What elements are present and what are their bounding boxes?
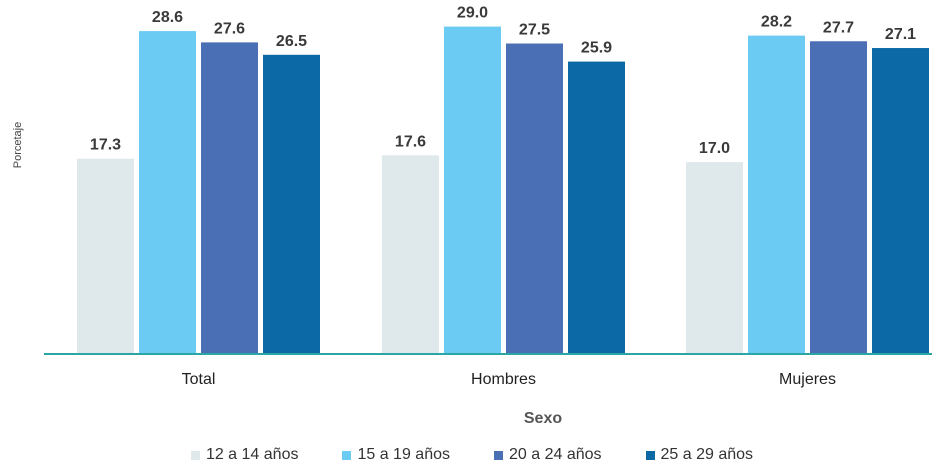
bar-value-label: 27.6	[214, 20, 245, 37]
y-axis-title: Porcetaje	[12, 122, 24, 168]
legend-swatch	[342, 450, 352, 460]
category-label-group: Total Hombres Mujeres	[182, 371, 836, 388]
bar	[872, 48, 929, 354]
bar-group	[77, 26, 929, 355]
legend-label: 12 a 14 años	[205, 446, 299, 463]
bar-value-label: 17.0	[699, 140, 730, 157]
bar	[263, 54, 320, 354]
bar	[506, 43, 563, 355]
bar-value-label: 29.0	[457, 5, 488, 22]
category-label: Total	[182, 371, 216, 388]
legend-item: 12 a 14 años	[190, 444, 299, 466]
bar-chart: 17.3 28.6 27.6 26.5 17.6 29.0 27.5 25.9 17.0 28.2…	[12, 5, 932, 427]
legend-swatch	[494, 450, 503, 460]
bar-value-label: 17.6	[395, 133, 426, 150]
bar	[568, 61, 625, 354]
bar	[444, 26, 501, 354]
x-axis-title: Sexo	[524, 410, 562, 427]
legend: 12 a 14 años 15 a 19 años 20 a 24 años 25 a…	[0, 444, 944, 466]
category-label: Mujeres	[779, 371, 836, 388]
legend-label: 25 a 29 años	[660, 446, 754, 463]
bar	[77, 158, 134, 354]
bar	[810, 41, 867, 355]
bar	[382, 155, 439, 354]
bar-value-label: 25.9	[581, 40, 612, 57]
bar-value-label: 28.2	[761, 14, 792, 31]
legend-item: 20 a 24 años	[494, 444, 602, 466]
bar	[686, 162, 743, 354]
legend-item: 25 a 29 años	[645, 444, 754, 466]
bar	[139, 31, 196, 355]
bar-value-label: 17.3	[90, 137, 121, 154]
bar-value-label: 28.6	[152, 9, 183, 26]
legend-swatch	[645, 450, 655, 460]
legend-label: 15 a 19 años	[357, 446, 450, 463]
bar-value-label: 27.1	[885, 26, 916, 43]
bar	[748, 35, 805, 354]
bar-value-label: 26.5	[276, 33, 307, 50]
legend-swatch	[190, 450, 200, 460]
legend-item: 15 a 19 años	[342, 444, 450, 466]
bar	[201, 42, 258, 355]
category-label: Hombres	[471, 371, 536, 388]
legend-label: 20 a 24 años	[509, 446, 602, 463]
bar-value-label: 27.7	[823, 19, 854, 36]
bar-value-label: 27.5	[519, 22, 550, 39]
bar-label-group: 17.3 28.6 27.6 26.5 17.6 29.0 27.5 25.9 17.0 28.2…	[90, 5, 916, 157]
